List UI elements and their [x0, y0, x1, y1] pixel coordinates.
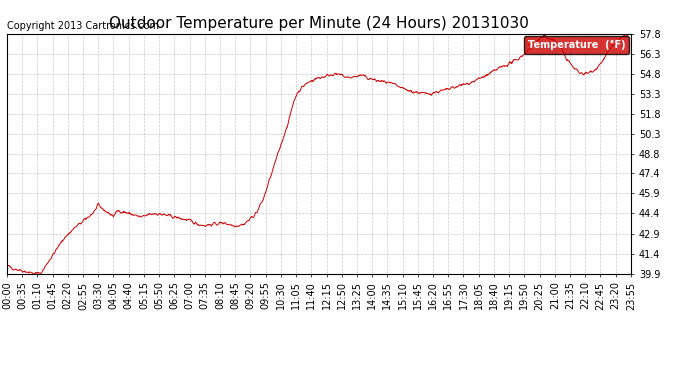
- Title: Outdoor Temperature per Minute (24 Hours) 20131030: Outdoor Temperature per Minute (24 Hours…: [109, 16, 529, 31]
- Legend: Temperature  (°F): Temperature (°F): [524, 36, 629, 54]
- Text: Copyright 2013 Cartronics.com: Copyright 2013 Cartronics.com: [7, 21, 159, 32]
